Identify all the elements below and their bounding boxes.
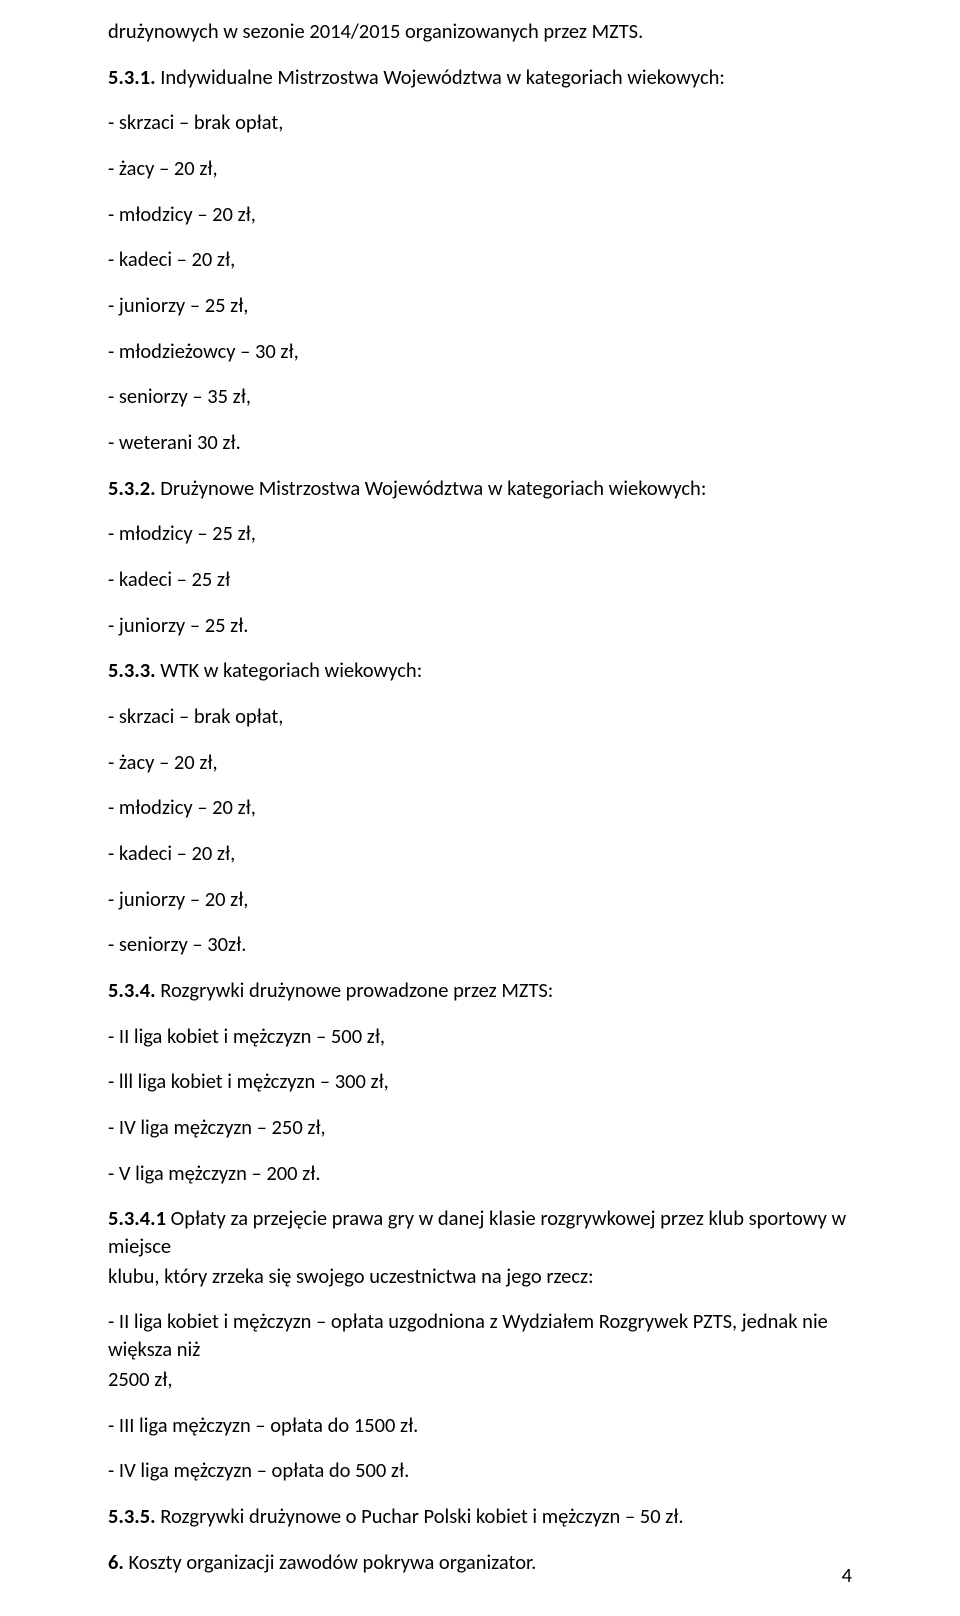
list-item: - seniorzy – 30zł. bbox=[108, 931, 852, 959]
list-item: - IV liga mężczyzn – 250 zł, bbox=[108, 1114, 852, 1142]
list-item: - skrzaci – brak opłat, bbox=[108, 703, 852, 731]
section-number: 5.3.2. bbox=[108, 475, 156, 501]
section-title-text: Opłaty za przejęcie prawa gry w danej kl… bbox=[108, 1205, 846, 1259]
section-title-text: Koszty organizacji zawodów pokrywa organ… bbox=[124, 1549, 536, 1575]
list-item: - młodzieżowcy – 30 zł, bbox=[108, 338, 852, 366]
section-number: 5.3.1. bbox=[108, 64, 156, 90]
opening-line: drużynowych w sezonie 2014/2015 organizo… bbox=[108, 18, 852, 46]
section-number: 6. bbox=[108, 1549, 124, 1575]
section-title-text: Drużynowe Mistrzostwa Województwa w kate… bbox=[156, 475, 707, 501]
list-item: 2500 zł, bbox=[108, 1366, 852, 1394]
document-page: drużynowych w sezonie 2014/2015 organizo… bbox=[0, 0, 960, 1616]
section-number: 5.3.3. bbox=[108, 657, 156, 683]
list-item: - juniorzy – 20 zł, bbox=[108, 886, 852, 914]
section-5-3-2-heading: 5.3.2. Drużynowe Mistrzostwa Województwa… bbox=[108, 475, 852, 503]
page-number: 4 bbox=[842, 1562, 852, 1588]
section-title-text: Rozgrywki drużynowe o Puchar Polski kobi… bbox=[156, 1503, 684, 1529]
section-title-text: Rozgrywki drużynowe prowadzone przez MZT… bbox=[156, 977, 554, 1003]
list-item: - lll liga kobiet i mężczyzn – 300 zł, bbox=[108, 1068, 852, 1096]
list-item: - kadeci – 20 zł, bbox=[108, 840, 852, 868]
section-title-text: Indywidualne Mistrzostwa Województwa w k… bbox=[156, 64, 725, 90]
list-item: - kadeci – 25 zł bbox=[108, 566, 852, 594]
section-5-3-4-1-heading-line2: klubu, który zrzeka się swojego uczestni… bbox=[108, 1263, 852, 1291]
list-item: - kadeci – 20 zł, bbox=[108, 246, 852, 274]
list-item: - żacy – 20 zł, bbox=[108, 749, 852, 777]
section-5-3-1-heading: 5.3.1. Indywidualne Mistrzostwa Wojewódz… bbox=[108, 64, 852, 92]
section-title-text: WTK w kategoriach wiekowych: bbox=[156, 657, 423, 683]
section-5-3-3-heading: 5.3.3. WTK w kategoriach wiekowych: bbox=[108, 657, 852, 685]
list-item: - V liga mężczyzn – 200 zł. bbox=[108, 1160, 852, 1188]
list-item: - II liga kobiet i mężczyzn – 500 zł, bbox=[108, 1023, 852, 1051]
section-5-3-4-heading: 5.3.4. Rozgrywki drużynowe prowadzone pr… bbox=[108, 977, 852, 1005]
list-item: - juniorzy – 25 zł, bbox=[108, 292, 852, 320]
list-item: - skrzaci – brak opłat, bbox=[108, 109, 852, 137]
list-item: - młodzicy – 25 zł, bbox=[108, 520, 852, 548]
list-item: - żacy – 20 zł, bbox=[108, 155, 852, 183]
section-5-3-5-heading: 5.3.5. Rozgrywki drużynowe o Puchar Pols… bbox=[108, 1503, 852, 1531]
list-item: - młodzicy – 20 zł, bbox=[108, 794, 852, 822]
list-item: - III liga mężczyzn – opłata do 1500 zł. bbox=[108, 1412, 852, 1440]
section-number: 5.3.4. bbox=[108, 977, 156, 1003]
list-item: - weterani 30 zł. bbox=[108, 429, 852, 457]
list-item: - młodzicy – 20 zł, bbox=[108, 201, 852, 229]
list-item: - seniorzy – 35 zł, bbox=[108, 383, 852, 411]
section-5-3-4-1-heading-line1: 5.3.4.1 Opłaty za przejęcie prawa gry w … bbox=[108, 1205, 852, 1260]
list-item: - juniorzy – 25 zł. bbox=[108, 612, 852, 640]
section-number: 5.3.4.1 bbox=[108, 1205, 166, 1231]
section-6-heading: 6. Koszty organizacji zawodów pokrywa or… bbox=[108, 1549, 852, 1577]
section-number: 5.3.5. bbox=[108, 1503, 156, 1529]
list-item: - IV liga mężczyzn – opłata do 500 zł. bbox=[108, 1457, 852, 1485]
list-item: - II liga kobiet i mężczyzn – opłata uzg… bbox=[108, 1308, 852, 1363]
